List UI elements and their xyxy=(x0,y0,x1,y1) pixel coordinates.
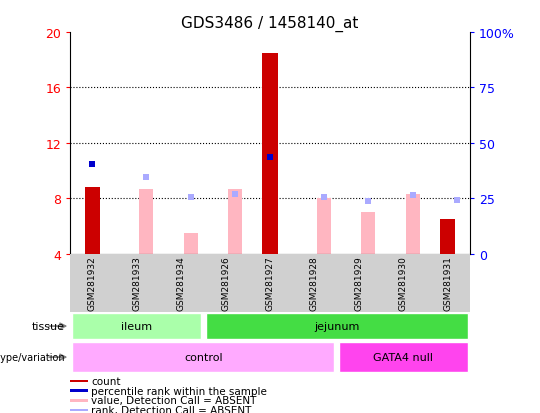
Text: GATA4 null: GATA4 null xyxy=(373,352,433,362)
Bar xyxy=(72,342,334,372)
Bar xyxy=(262,54,278,254)
Text: count: count xyxy=(91,376,121,386)
Bar xyxy=(406,195,420,254)
Text: GSM281933: GSM281933 xyxy=(132,256,141,311)
Bar xyxy=(228,189,242,254)
Bar xyxy=(440,219,455,254)
Bar xyxy=(72,313,201,339)
Bar xyxy=(70,399,88,401)
Text: jejunum: jejunum xyxy=(314,321,359,331)
Text: GSM281928: GSM281928 xyxy=(310,256,319,310)
Bar xyxy=(184,233,198,254)
Text: rank, Detection Call = ABSENT: rank, Detection Call = ABSENT xyxy=(91,405,252,413)
Bar xyxy=(317,199,330,254)
Text: GSM281930: GSM281930 xyxy=(399,256,408,311)
Bar xyxy=(85,188,100,254)
Text: value, Detection Call = ABSENT: value, Detection Call = ABSENT xyxy=(91,396,256,406)
Bar xyxy=(206,313,468,339)
Bar xyxy=(70,409,88,411)
Bar xyxy=(70,389,88,392)
Bar xyxy=(339,342,468,372)
Text: genotype/variation: genotype/variation xyxy=(0,352,65,362)
Text: ileum: ileum xyxy=(122,321,152,331)
Bar xyxy=(70,380,88,382)
Bar xyxy=(139,189,153,254)
Text: percentile rank within the sample: percentile rank within the sample xyxy=(91,386,267,396)
Text: control: control xyxy=(184,352,222,362)
Text: GSM281929: GSM281929 xyxy=(354,256,363,310)
Text: GSM281932: GSM281932 xyxy=(88,256,97,310)
Bar xyxy=(361,213,375,254)
Text: GSM281926: GSM281926 xyxy=(221,256,230,310)
Title: GDS3486 / 1458140_at: GDS3486 / 1458140_at xyxy=(181,16,359,32)
Text: GSM281931: GSM281931 xyxy=(443,256,452,311)
Text: GSM281927: GSM281927 xyxy=(266,256,274,310)
Text: GSM281934: GSM281934 xyxy=(177,256,186,310)
Text: tissue: tissue xyxy=(32,321,65,331)
